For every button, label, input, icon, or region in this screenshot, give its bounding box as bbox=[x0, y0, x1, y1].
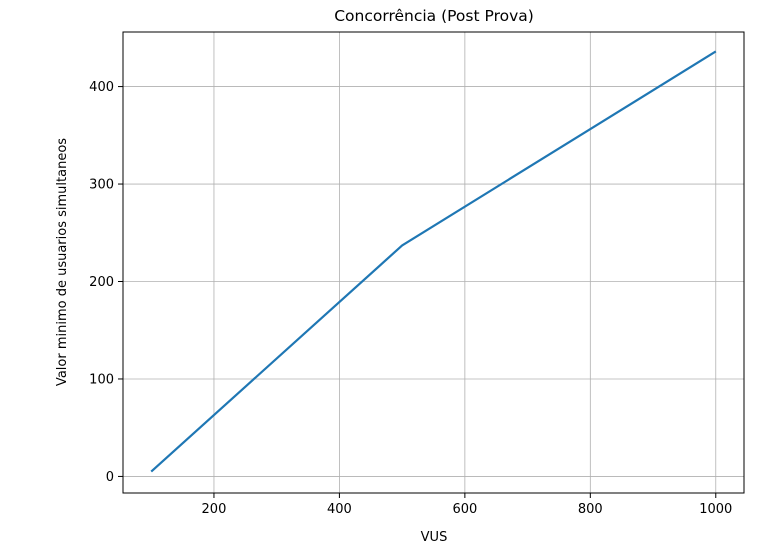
y-tick-label: 200 bbox=[89, 275, 114, 290]
x-tick-label: 400 bbox=[327, 502, 352, 517]
series-line-0 bbox=[150, 50, 717, 473]
chart-title: Concorrência (Post Prova) bbox=[334, 7, 534, 25]
x-tick-label: 600 bbox=[452, 502, 477, 517]
y-tick-label: 100 bbox=[89, 372, 114, 387]
y-axis: 0 100 200 300 400 bbox=[89, 80, 123, 485]
y-tick-label: 300 bbox=[89, 178, 114, 193]
x-tick-label: 800 bbox=[578, 502, 603, 517]
y-tick-label: 0 bbox=[106, 470, 114, 485]
plot-frame bbox=[122, 31, 745, 494]
series-layer bbox=[150, 50, 717, 473]
x-tick-label: 200 bbox=[202, 502, 227, 517]
y-tick-label: 400 bbox=[89, 80, 114, 95]
x-axis: 200 400 600 800 1000 bbox=[202, 493, 732, 517]
y-axis-title: Valor minimo de usuarios simultaneos bbox=[55, 138, 70, 386]
grid bbox=[123, 32, 744, 493]
x-axis-title: VUS bbox=[421, 530, 448, 545]
x-tick-label: 1000 bbox=[699, 502, 732, 517]
